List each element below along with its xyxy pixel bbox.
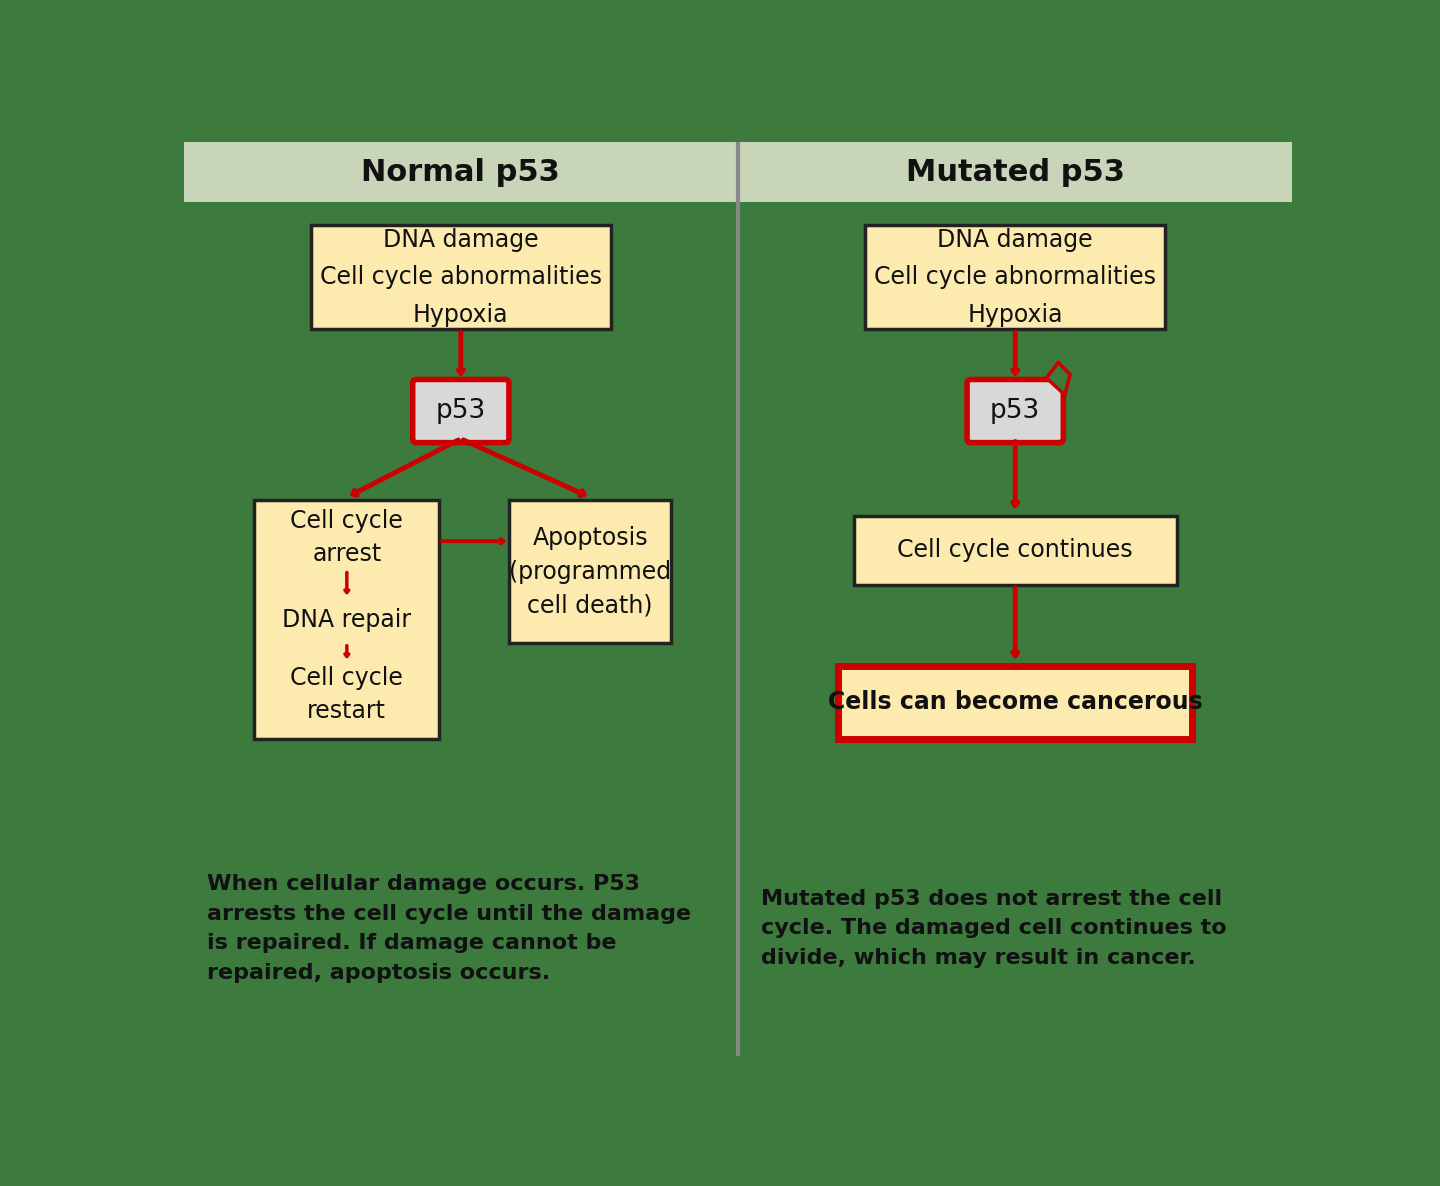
FancyBboxPatch shape <box>413 380 508 442</box>
Bar <box>184 142 739 203</box>
FancyBboxPatch shape <box>854 516 1176 585</box>
FancyBboxPatch shape <box>968 380 1063 442</box>
Text: Cell cycle
arrest: Cell cycle arrest <box>291 509 403 566</box>
Text: DNA damage
Cell cycle abnormalities
Hypoxia: DNA damage Cell cycle abnormalities Hypo… <box>320 228 602 327</box>
FancyBboxPatch shape <box>838 665 1192 739</box>
Text: Cell cycle
restart: Cell cycle restart <box>291 665 403 723</box>
Text: DNA damage
Cell cycle abnormalities
Hypoxia: DNA damage Cell cycle abnormalities Hypo… <box>874 228 1156 327</box>
FancyBboxPatch shape <box>510 500 671 643</box>
Text: Normal p53: Normal p53 <box>361 158 560 187</box>
Text: Cells can become cancerous: Cells can become cancerous <box>828 690 1202 714</box>
Text: p53: p53 <box>991 398 1040 425</box>
FancyBboxPatch shape <box>255 500 439 739</box>
FancyBboxPatch shape <box>865 225 1165 330</box>
Text: DNA repair: DNA repair <box>282 607 412 632</box>
Bar <box>739 142 1293 203</box>
FancyBboxPatch shape <box>311 225 611 330</box>
Polygon shape <box>1047 363 1070 395</box>
Text: p53: p53 <box>436 398 485 425</box>
Text: Apoptosis
(programmed
cell death): Apoptosis (programmed cell death) <box>510 527 671 617</box>
Text: Mutated p53 does not arrest the cell
cycle. The damaged cell continues to
divide: Mutated p53 does not arrest the cell cyc… <box>762 888 1227 968</box>
Text: Mutated p53: Mutated p53 <box>906 158 1125 187</box>
Text: When cellular damage occurs. P53
arrests the cell cycle until the damage
is repa: When cellular damage occurs. P53 arrests… <box>207 874 691 983</box>
Text: Cell cycle continues: Cell cycle continues <box>897 538 1133 562</box>
